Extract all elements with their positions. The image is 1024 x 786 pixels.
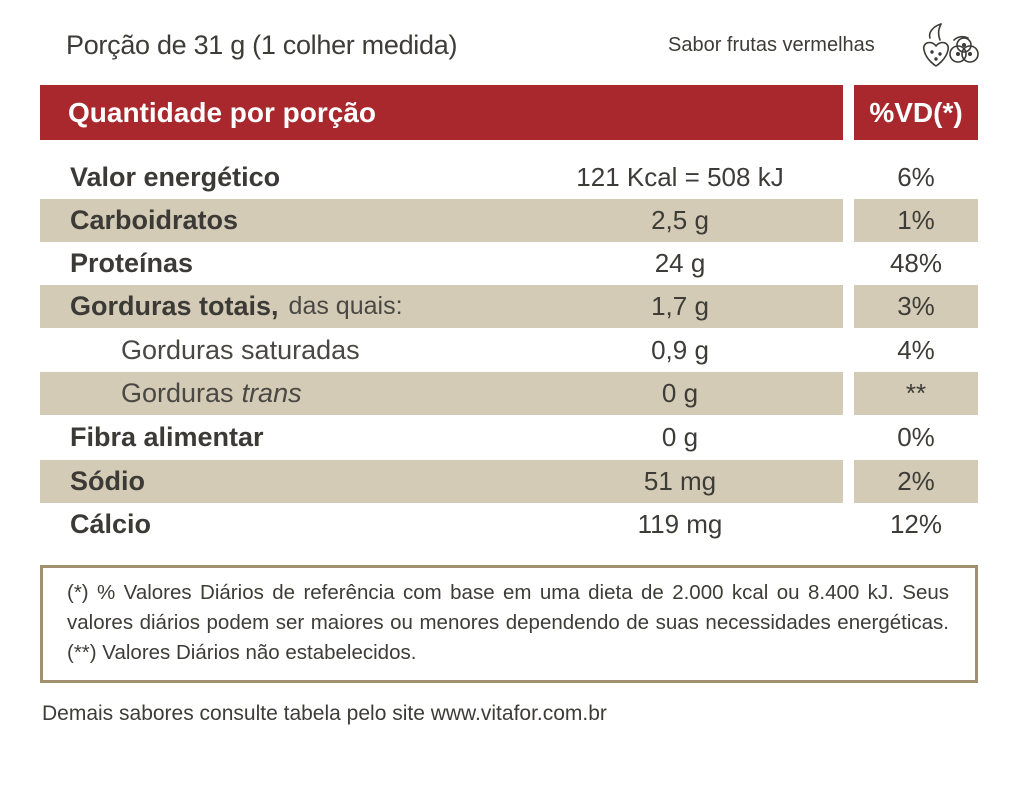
bottom-note: Demais sabores consulte tabela pelo site… bbox=[42, 702, 607, 725]
table-row-calcio: Cálcio 119 mg 12% bbox=[40, 503, 978, 546]
nutrient-vd: 1% bbox=[897, 205, 935, 235]
nutrient-vd: 4% bbox=[897, 335, 935, 365]
nutrient-name: Sódio bbox=[70, 466, 145, 496]
nutrient-amount: 2,5 g bbox=[651, 205, 709, 235]
table-row-carboidratos: Carboidratos 2,5 g 1% bbox=[40, 199, 978, 242]
nutrient-name: Gorduras trans bbox=[121, 372, 302, 415]
table-header-vd: %VD(*) bbox=[854, 85, 978, 140]
footnote-box: (*) % Valores Diários de referência com … bbox=[40, 565, 978, 683]
nutrient-amount: 0,9 g bbox=[651, 335, 709, 365]
nutrient-name: Gorduras totais, das quais: bbox=[70, 285, 403, 328]
table-row-proteinas: Proteínas 24 g 48% bbox=[40, 242, 978, 285]
nutrient-vd: 6% bbox=[897, 162, 935, 192]
table-row-sodio: Sódio 51 mg 2% bbox=[40, 460, 978, 503]
nutrient-name: Cálcio bbox=[70, 509, 152, 539]
table-row-gorduras-trans: Gorduras trans 0 g ** bbox=[40, 372, 978, 415]
nutrient-amount: 0 g bbox=[661, 422, 699, 452]
table-row-valor-energetico: Valor energético 121 Kcal = 508 kJ 6% bbox=[40, 156, 978, 199]
flavor-label: Sabor frutas vermelhas bbox=[668, 34, 875, 56]
nutrient-amount: 51 mg bbox=[643, 466, 717, 496]
nutrient-name-suffix: das quais: bbox=[288, 292, 403, 320]
table-row-gorduras-saturadas: Gorduras saturadas 0,9 g 4% bbox=[40, 329, 978, 372]
nutrient-name-italic: trans bbox=[241, 378, 302, 408]
nutrient-amount: 119 mg bbox=[637, 509, 723, 539]
nutrient-vd: 0% bbox=[897, 422, 935, 452]
nutrient-name: Carboidratos bbox=[70, 205, 239, 235]
nutrient-name: Gorduras saturadas bbox=[121, 335, 360, 365]
nutrient-amount: 1,7 g bbox=[651, 291, 709, 321]
nutrient-name: Proteínas bbox=[70, 248, 194, 278]
nutrient-vd: 2% bbox=[897, 466, 935, 496]
nutrient-vd: 3% bbox=[897, 291, 935, 321]
nutrient-vd: ** bbox=[905, 378, 927, 408]
nutrient-vd: 12% bbox=[889, 509, 943, 539]
table-header-title: Quantidade por porção bbox=[40, 85, 843, 140]
red-fruits-icon bbox=[922, 23, 979, 67]
nutrient-amount: 121 Kcal = 508 kJ bbox=[576, 162, 784, 192]
nutrient-amount: 0 g bbox=[661, 378, 699, 408]
nutrient-name-main: Gorduras totais, bbox=[70, 291, 279, 321]
table-row-fibra-alimentar: Fibra alimentar 0 g 0% bbox=[40, 416, 978, 459]
nutrient-name-main: Gorduras bbox=[121, 378, 234, 408]
nutrient-amount: 24 g bbox=[654, 248, 706, 278]
nutrient-vd: 48% bbox=[889, 248, 943, 278]
portion-size: Porção de 31 g (1 colher medida) bbox=[66, 30, 458, 60]
nutrient-name: Valor energético bbox=[70, 162, 281, 192]
table-row-gorduras-totais: Gorduras totais, das quais: 1,7 g 3% bbox=[40, 285, 978, 328]
nutrient-name: Fibra alimentar bbox=[70, 422, 264, 452]
